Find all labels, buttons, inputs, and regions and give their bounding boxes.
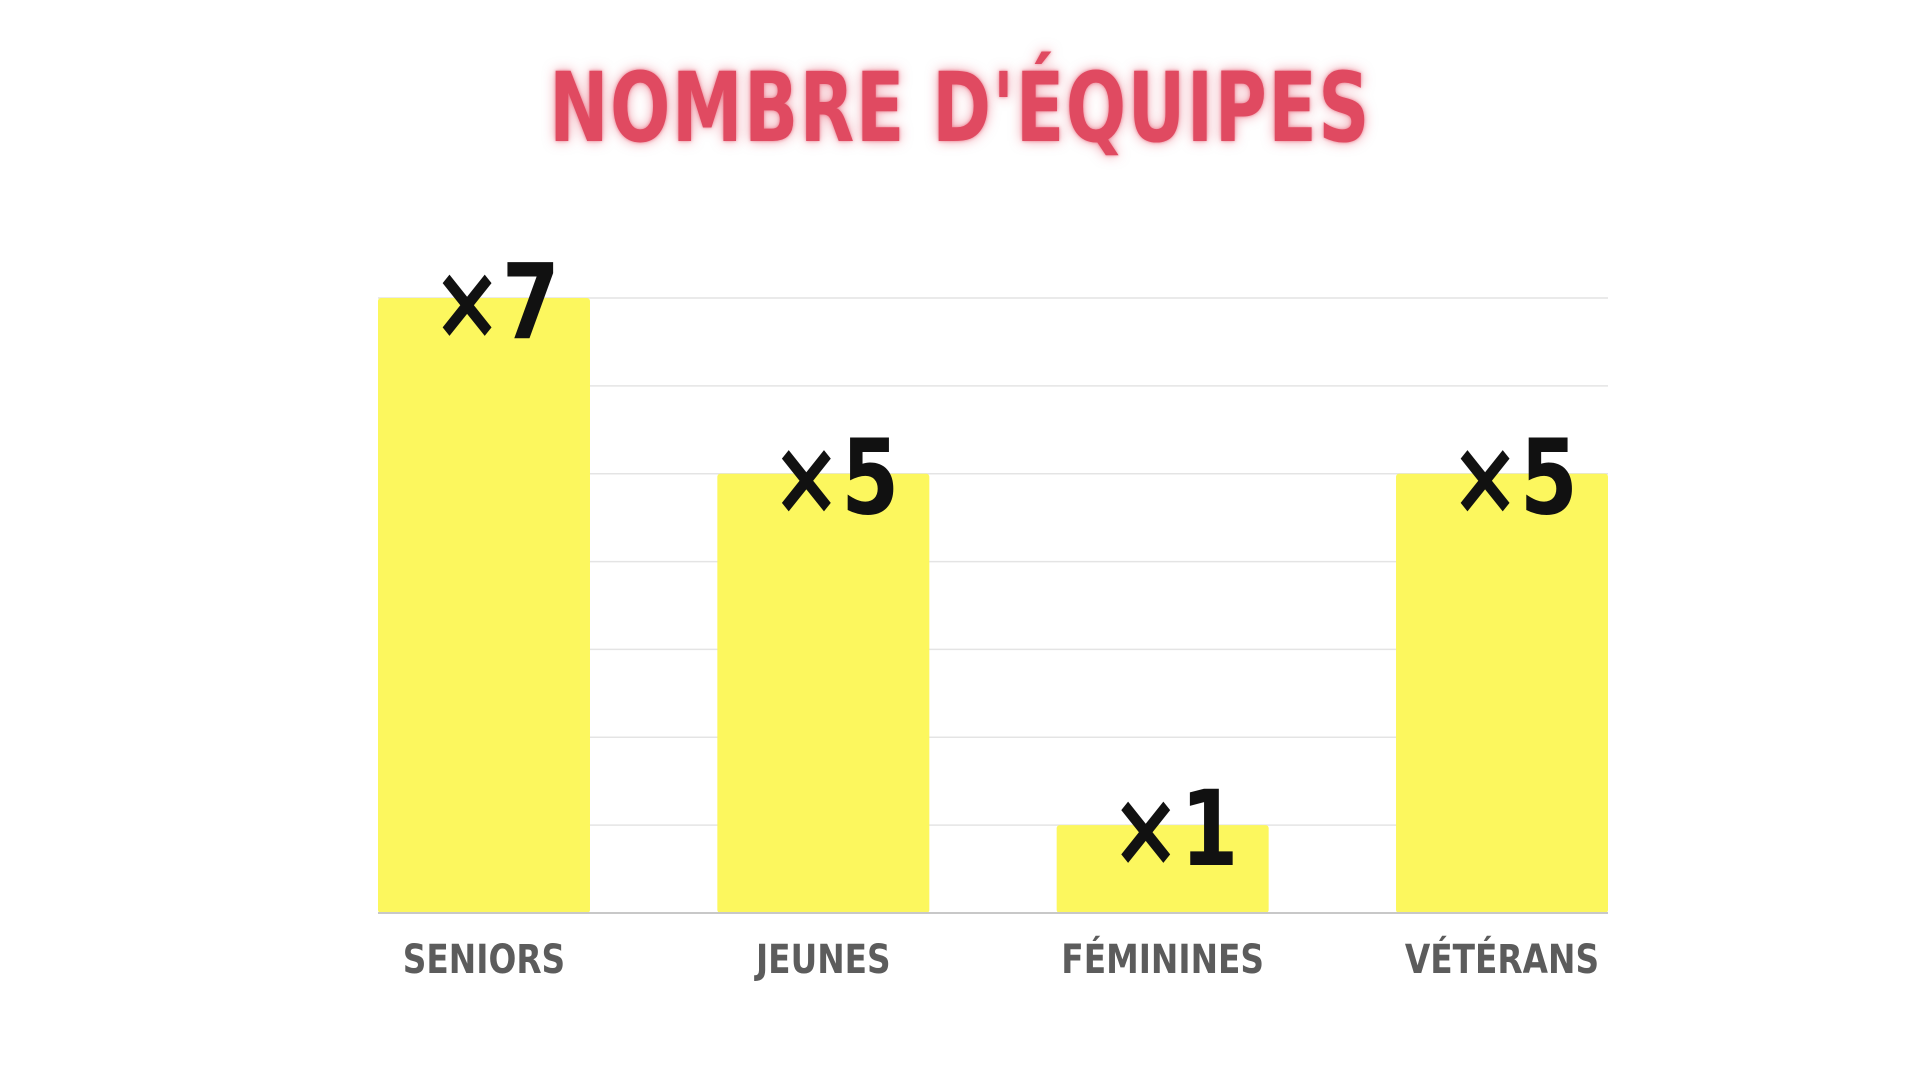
x-tick-label: FÉMININES <box>1061 935 1264 983</box>
data-label: ×5 <box>772 419 900 539</box>
bar-vétérans <box>1396 473 1608 913</box>
bar-féminines <box>1056 825 1269 913</box>
bar-jeunes <box>717 473 930 913</box>
chart-title: NOMBRE D'ÉQUIPES <box>549 52 1371 164</box>
x-tick-label: VÉTÉRANS <box>1405 935 1599 983</box>
data-label: ×7 <box>432 243 560 363</box>
data-label: ×1 <box>1111 770 1239 890</box>
x-tick-label: JEUNES <box>753 936 890 983</box>
x-tick-label: SENIORS <box>403 936 565 983</box>
bar-seniors <box>378 298 590 913</box>
data-label: ×5 <box>1450 419 1578 539</box>
